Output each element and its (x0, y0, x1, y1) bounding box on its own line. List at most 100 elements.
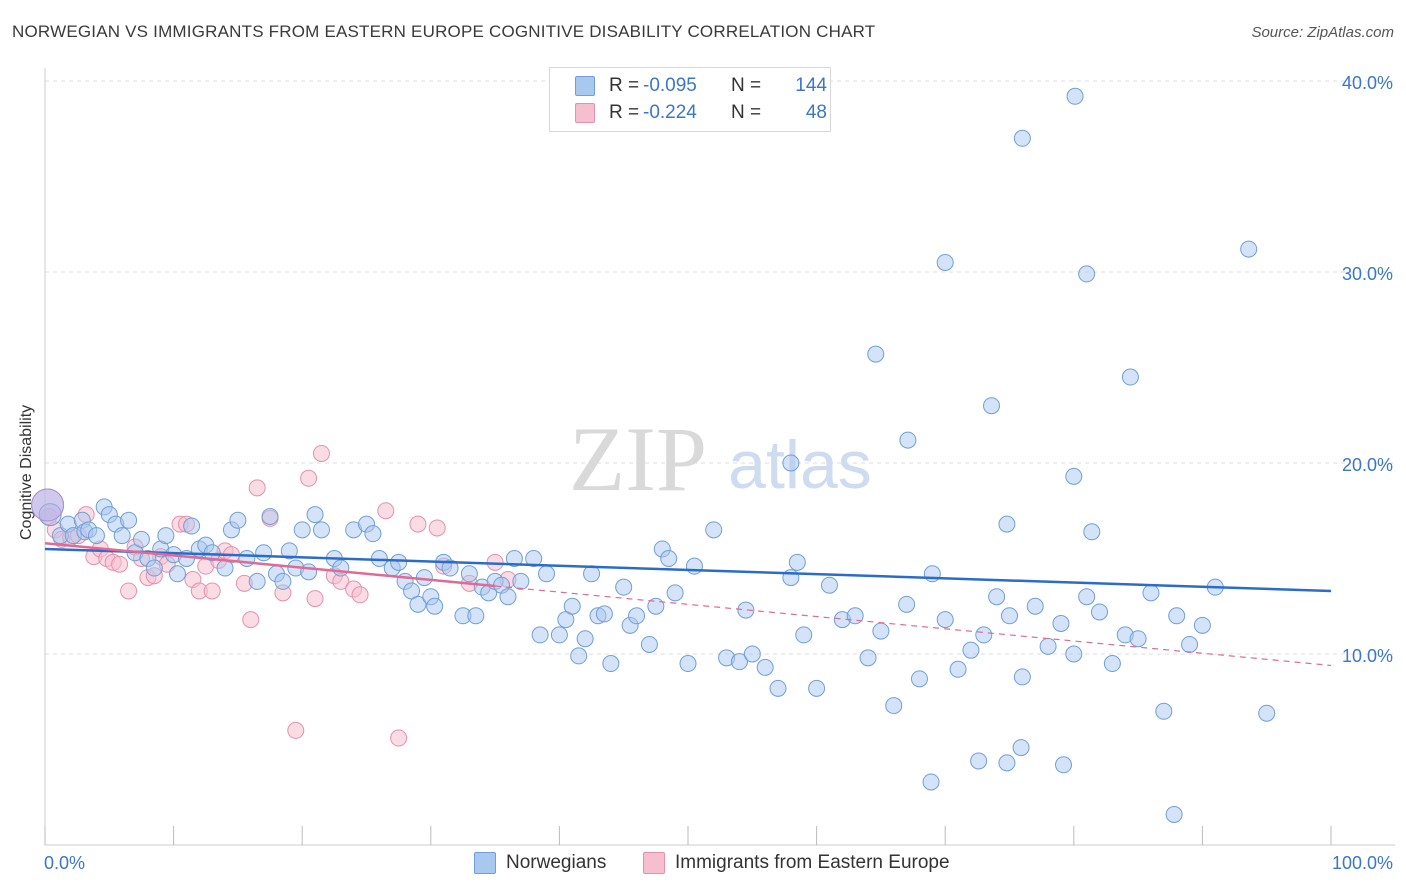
data-point-norwegians (867, 345, 885, 363)
legend-n-value: 144 (795, 75, 827, 96)
data-point-norwegians (795, 626, 813, 644)
data-point-norwegians (975, 626, 993, 644)
data-point-norwegians (550, 626, 568, 644)
data-point-norwegians (982, 397, 1000, 415)
source-note: Source: ZipAtlas.com (1251, 24, 1394, 41)
data-point-norwegians (737, 601, 755, 619)
watermark-zip: ZIP (569, 408, 707, 510)
data-point-norwegians (808, 679, 826, 697)
legend-r-value: -0.224 (643, 102, 697, 123)
axes (44, 68, 1395, 846)
data-point-norwegians (531, 626, 549, 644)
data-point-norwegians (756, 658, 774, 676)
legend-label-norwegians: Norwegians (506, 852, 607, 874)
trend-line-norwegians (44, 547, 1332, 593)
data-point-norwegians (949, 660, 967, 678)
data-point-norwegians (640, 635, 658, 653)
y-tick-label: 10.0% (1342, 646, 1393, 666)
data-point-norwegians (1168, 607, 1186, 625)
data-point-norwegians (1066, 87, 1084, 105)
data-point-norwegians (685, 557, 703, 575)
legend-swatch-norwegians (474, 852, 496, 874)
data-point-norwegians (782, 454, 800, 472)
data-point-immigrants (428, 519, 446, 537)
data-point-norwegians (998, 515, 1016, 533)
data-point-norwegians (306, 506, 324, 524)
y-tick-label: 20.0% (1342, 455, 1393, 475)
data-point-norwegians (859, 649, 877, 667)
chart-title: NORWEGIAN VS IMMIGRANTS FROM EASTERN EUR… (12, 22, 876, 41)
data-point-immigrants (287, 721, 305, 739)
data-point-immigrants (120, 582, 138, 600)
data-point-norwegians (602, 655, 620, 673)
data-point-norwegians (923, 565, 941, 583)
data-point-norwegians (145, 559, 163, 577)
data-point-norwegians (525, 550, 543, 567)
data-point-norwegians (1258, 704, 1276, 722)
data-point-norwegians (1065, 467, 1083, 485)
legend-swatch-immigrants (643, 852, 665, 874)
data-point-norwegians (38, 503, 62, 527)
data-point-norwegians (332, 559, 350, 577)
data-point-norwegians (248, 572, 266, 590)
data-point-norwegians (885, 697, 903, 715)
y-tick-label: 40.0% (1342, 73, 1393, 93)
data-point-norwegians (1129, 630, 1147, 648)
tick-labels: 10.0% 20.0% 30.0% 40.0% 0.0% 100.0% (44, 73, 1393, 873)
data-point-norwegians (820, 576, 838, 594)
trend-line-immigrants-extension (495, 585, 1332, 667)
legend-swatch-immigrants (575, 103, 595, 123)
data-point-norwegians (1091, 603, 1109, 621)
data-point-norwegians (988, 588, 1006, 606)
legend-swatch-norwegians (575, 76, 595, 96)
data-point-norwegians (1012, 739, 1030, 757)
data-point-norwegians (1121, 368, 1139, 386)
data-point-immigrants (203, 582, 221, 600)
data-point-immigrants (377, 502, 395, 520)
data-point-norwegians (730, 653, 748, 671)
data-point-norwegians (87, 527, 105, 545)
data-point-norwegians (660, 550, 678, 567)
data-point-norwegians (570, 647, 588, 665)
trend-lines (44, 541, 1332, 667)
data-point-norwegians (563, 597, 581, 615)
data-point-norwegians (538, 565, 556, 583)
watermark-atlas: atlas (728, 427, 872, 503)
legend-n-label: N = (731, 75, 762, 96)
series-norwegians-points (31, 87, 1276, 823)
data-point-norwegians (426, 597, 444, 615)
data-point-norwegians (705, 521, 723, 539)
data-point-norwegians (846, 607, 864, 625)
data-point-immigrants (111, 555, 129, 573)
data-point-norwegians (460, 565, 478, 583)
data-point-norwegians (512, 572, 530, 590)
data-point-norwegians (936, 253, 954, 271)
data-point-norwegians (261, 507, 279, 525)
data-point-norwegians (970, 752, 988, 770)
data-point-norwegians (576, 630, 594, 648)
data-point-norwegians (898, 595, 916, 613)
data-point-immigrants (351, 586, 369, 604)
stats-legend: R = -0.095 N = 144 R = -0.224 N = 48 (549, 67, 831, 132)
data-point-immigrants (248, 479, 266, 497)
data-point-norwegians (390, 553, 408, 571)
data-point-norwegians (1193, 616, 1211, 634)
data-point-norwegians (922, 773, 940, 791)
data-point-norwegians (274, 572, 292, 590)
data-point-norwegians (1078, 265, 1096, 283)
data-point-norwegians (998, 754, 1016, 772)
y-tick-label: 30.0% (1342, 264, 1393, 284)
data-point-norwegians (280, 542, 298, 560)
data-point-norwegians (1065, 645, 1083, 663)
data-point-norwegians (364, 525, 382, 543)
legend-r-value: -0.095 (643, 75, 697, 96)
data-point-norwegians (936, 611, 954, 629)
trend-line-immigrants (44, 541, 496, 588)
data-point-norwegians (499, 588, 517, 606)
series-immigrants-points (40, 444, 517, 747)
data-point-norwegians (216, 559, 234, 577)
data-point-norwegians (505, 550, 523, 567)
data-point-norwegians (203, 544, 221, 562)
data-point-norwegians (168, 565, 186, 583)
data-point-norwegians (1001, 607, 1018, 625)
